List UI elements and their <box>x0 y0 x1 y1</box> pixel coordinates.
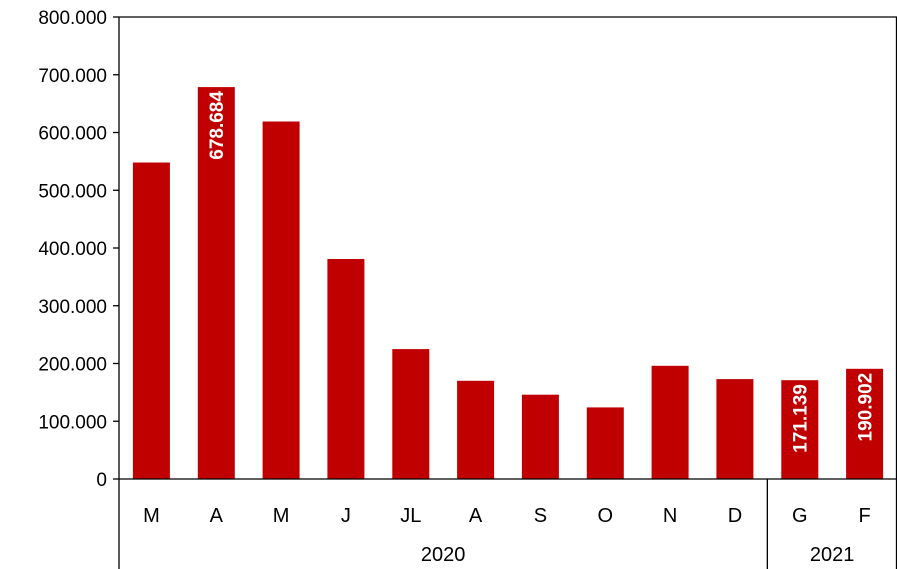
x-category-label-11: F <box>858 505 870 527</box>
y-tick-label-2: 200.000 <box>38 355 107 376</box>
x-category-label-9: D <box>728 505 742 527</box>
data-label-11: 190.902 <box>856 373 877 442</box>
bars-layer <box>132 87 884 479</box>
x-category-label-2: M <box>273 505 290 527</box>
x-group-label-0: 2020 <box>421 544 466 566</box>
bar-10 <box>781 380 819 479</box>
bar-8 <box>651 365 689 479</box>
x-category-label-1: A <box>210 505 224 527</box>
data-label-1: 678.684 <box>207 91 228 160</box>
y-tick-label-6: 600.000 <box>38 124 107 145</box>
bar-4 <box>392 349 430 479</box>
x-category-label-7: O <box>597 505 613 527</box>
x-category-label-10: G <box>792 505 808 527</box>
x-category-label-3: J <box>341 505 351 527</box>
bar-0 <box>132 162 170 479</box>
bar-1 <box>197 87 235 479</box>
x-group-label-1: 2021 <box>810 544 855 566</box>
x-category-label-4: JL <box>400 505 421 527</box>
y-tick-label-8: 800.000 <box>38 8 107 29</box>
bar-11 <box>846 368 884 479</box>
x-category-label-6: S <box>534 505 547 527</box>
bar-5 <box>457 380 495 479</box>
y-tick-label-3: 300.000 <box>38 297 107 318</box>
y-tick-label-4: 400.000 <box>38 239 107 260</box>
y-tick-label-7: 700.000 <box>38 66 107 87</box>
bar-9 <box>716 379 754 479</box>
labels-layer: 0 100.000 200.000 300.000 400.000 500.000 600.… <box>38 8 876 566</box>
y-tick-label-5: 500.000 <box>38 181 107 202</box>
y-tick-label-1: 100.000 <box>38 412 107 433</box>
bar-3 <box>327 259 365 479</box>
data-label-10: 171.139 <box>791 384 812 453</box>
y-tick-label-0: 0 <box>96 470 107 491</box>
bar-2 <box>262 121 300 479</box>
x-category-label-0: M <box>143 505 160 527</box>
x-category-label-5: A <box>469 505 483 527</box>
bar-7 <box>586 407 624 479</box>
x-category-label-8: N <box>663 505 677 527</box>
bar-6 <box>521 394 559 479</box>
